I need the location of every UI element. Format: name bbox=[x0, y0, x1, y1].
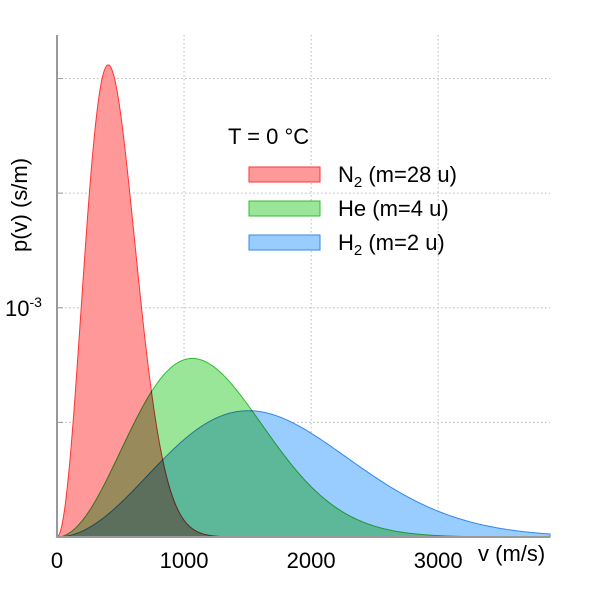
legend-swatch bbox=[248, 234, 321, 251]
legend-label: N2 (m=28 u) bbox=[338, 162, 457, 191]
series-area-h2 bbox=[56, 410, 551, 538]
y-axis-label: p(v) (s/m) bbox=[7, 158, 32, 252]
x-tick-labels: 0 1000 2000 3000 bbox=[51, 548, 463, 573]
legend-label: He (m=4 u) bbox=[338, 196, 449, 221]
legend: N2 (m=28 u) He (m=4 u) H2 (m=2 u) bbox=[248, 162, 457, 259]
legend-swatch bbox=[248, 200, 321, 217]
x-tick-label: 0 bbox=[51, 548, 63, 573]
y-tick-labels: 10-3 bbox=[5, 294, 42, 321]
x-tick-label: 2000 bbox=[287, 548, 336, 573]
x-tick-label: 3000 bbox=[414, 548, 463, 573]
chart-title: T = 0 °C bbox=[228, 124, 309, 149]
legend-label: H2 (m=2 u) bbox=[338, 230, 445, 259]
x-tick-label: 1000 bbox=[160, 548, 209, 573]
legend-swatch bbox=[248, 166, 321, 183]
y-tick-label: 10-3 bbox=[5, 294, 42, 321]
x-axis-label: v (m/s) bbox=[478, 541, 545, 566]
